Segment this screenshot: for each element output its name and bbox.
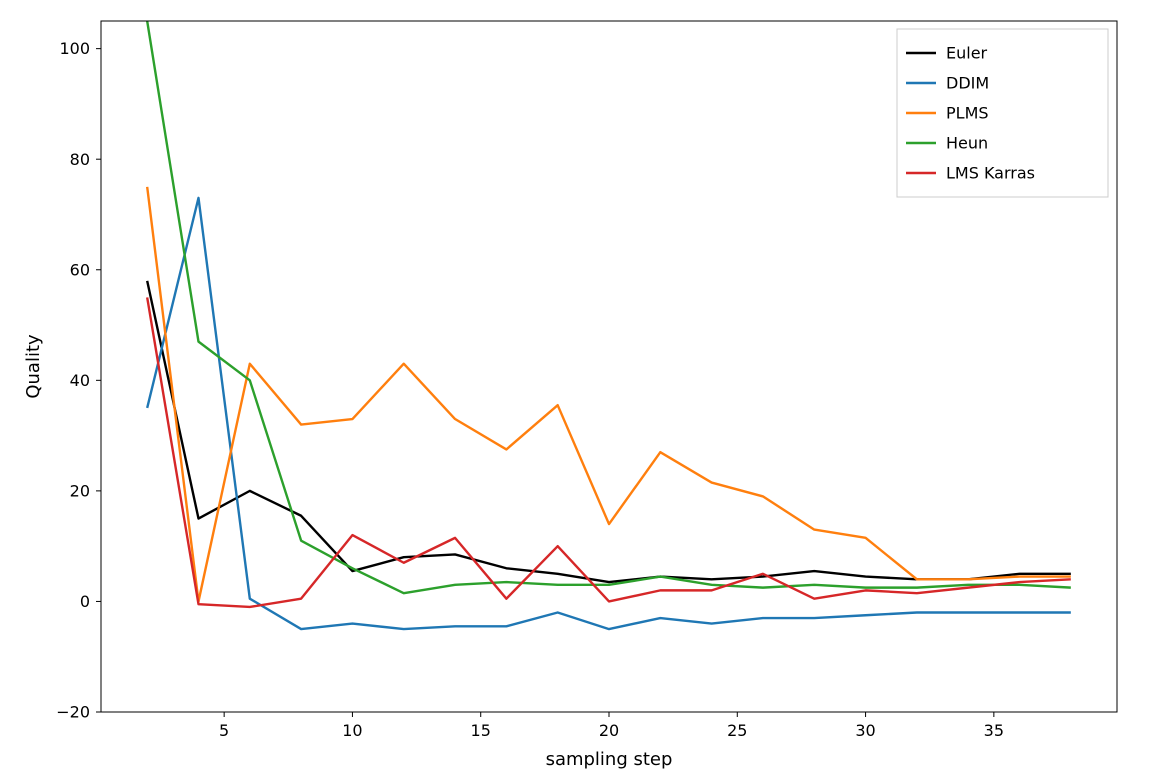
x-tick-label: 25	[727, 721, 747, 740]
legend-label: DDIM	[946, 74, 989, 93]
y-tick-label: 0	[80, 592, 90, 611]
x-tick-label: 30	[855, 721, 875, 740]
y-tick-label: −20	[56, 703, 90, 722]
y-tick-label: 80	[70, 150, 90, 169]
x-tick-label: 15	[471, 721, 491, 740]
x-axis-label: sampling step	[546, 749, 673, 770]
line-chart: 5 10 15 20 25 30 35 −20 0 20 40 60 80 100 sampling ste…	[0, 0, 1149, 783]
legend-label: LMS Karras	[946, 164, 1035, 183]
y-axis-label: Quality	[23, 334, 44, 399]
y-tick-label: 60	[70, 260, 90, 279]
y-tick-label: 100	[59, 39, 90, 58]
chart-svg: 5 10 15 20 25 30 35 −20 0 20 40 60 80 100 sampling ste…	[0, 0, 1149, 783]
x-tick-label: 5	[219, 721, 229, 740]
legend-label: Heun	[946, 134, 988, 153]
y-tick-label: 40	[70, 371, 90, 390]
x-tick-label: 20	[599, 721, 619, 740]
legend-label: PLMS	[946, 104, 989, 123]
x-tick-label: 10	[342, 721, 362, 740]
legend-label: Euler	[946, 44, 988, 63]
y-tick-label: 20	[70, 481, 90, 500]
x-tick-label: 35	[984, 721, 1004, 740]
